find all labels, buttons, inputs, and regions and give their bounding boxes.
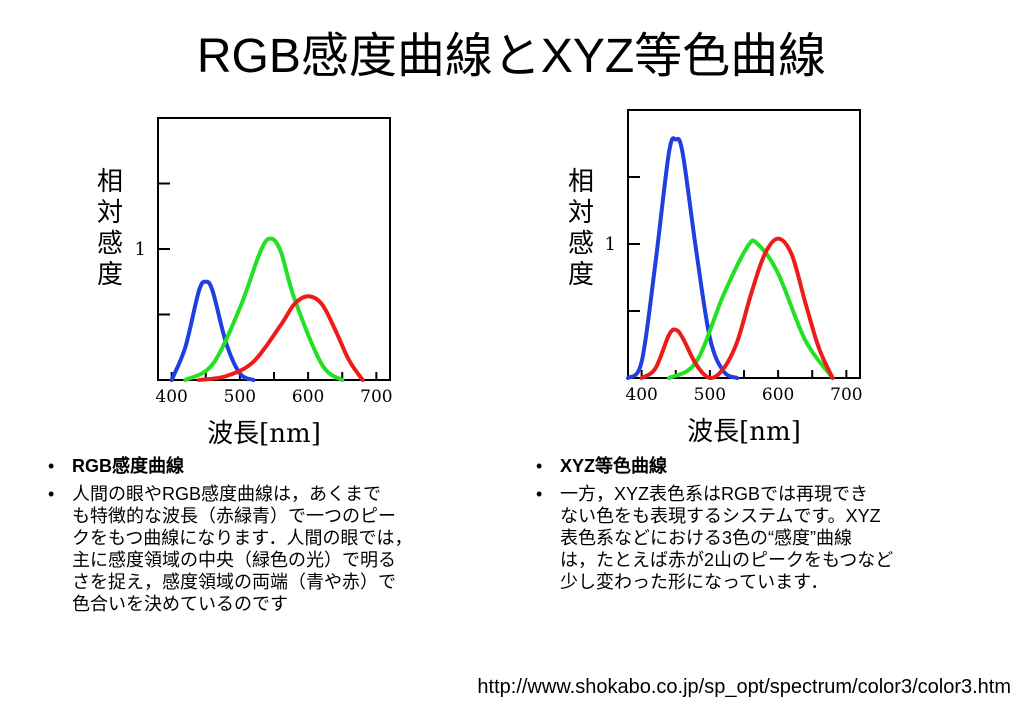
slide-title: RGB感度曲線とXYZ等色曲線 — [196, 30, 827, 83]
xyz-line: ない色をも表現するシステムです。XYZ — [560, 506, 881, 526]
bullet: • — [536, 484, 543, 504]
xyz-line: 表色系などにおける3色の“感度”曲線 — [560, 528, 852, 548]
series-line-2 — [639, 236, 835, 381]
y-axis-label-char: 相 — [568, 167, 594, 197]
series-line-0 — [626, 136, 740, 380]
xyz-heading: XYZ等色曲線 — [560, 456, 668, 476]
rgb-line: も特徴的な波長（赤緑青）で一つのピー — [72, 506, 396, 526]
rgb-line: 色合いを決めているのです — [72, 594, 288, 614]
y-tick-label: 1 — [135, 239, 146, 260]
y-axis-label-char: 度 — [97, 260, 123, 290]
y-axis-label-char: 度 — [568, 260, 594, 290]
x-tick-label: 400 — [625, 385, 657, 405]
source-url[interactable]: http://www.shokabo.co.jp/sp_opt/spectrum… — [477, 676, 1011, 698]
x-tick-label: 700 — [360, 387, 392, 407]
x-axis-label: 波長[nm] — [207, 419, 321, 449]
bullet: • — [48, 456, 55, 476]
xyz-line: 少し変わった形になっています． — [560, 572, 829, 592]
y-axis-label-char: 感 — [97, 229, 123, 259]
rgb-line: クをもつ曲線になります．人間の眼では， — [72, 528, 413, 548]
x-tick-label: 500 — [224, 387, 256, 407]
bullet: • — [48, 484, 55, 504]
bullet: • — [536, 456, 543, 476]
series-line-1 — [666, 238, 835, 380]
rgb-line: 人間の眼やRGB感度曲線は，あくまで — [72, 484, 382, 504]
xyz-description: 一方，XYZ表色系はRGBでは再現でき ない色をも表現するシステムです。XYZ … — [560, 483, 998, 593]
series-line-2 — [196, 294, 365, 382]
x-tick-label: 500 — [694, 385, 726, 405]
xyz-line: は，たとえば赤が2山のピークをもつなど — [560, 550, 894, 570]
y-axis-label-char: 対 — [568, 198, 594, 228]
rgb-description-item: • 人間の眼やRGB感度曲線は，あくまで も特徴的な波長（赤緑青）で一つのピー … — [40, 483, 490, 615]
y-tick-label: 1 — [605, 234, 616, 255]
x-tick-label: 400 — [155, 387, 187, 407]
plot-frame — [627, 109, 861, 379]
x-tick-label: 600 — [292, 387, 324, 407]
xyz-text-column: • XYZ等色曲線 • 一方，XYZ表色系はRGBでは再現でき ない色をも表現す… — [528, 455, 998, 599]
x-axis-label: 波長[nm] — [687, 417, 801, 447]
y-axis-label-char: 対 — [97, 198, 123, 228]
xyz-description-item: • 一方，XYZ表色系はRGBでは再現でき ない色をも表現するシステムです。XY… — [528, 483, 998, 593]
rgb-description: 人間の眼やRGB感度曲線は，あくまで も特徴的な波長（赤緑青）で一つのピー クを… — [72, 483, 490, 615]
xyz-heading-item: • XYZ等色曲線 — [528, 455, 998, 477]
y-axis-label-char: 感 — [568, 229, 594, 259]
rgb-text-column: • RGB感度曲線 • 人間の眼やRGB感度曲線は，あくまで も特徴的な波長（赤… — [40, 455, 490, 621]
xyz-chart: 1 400 500 600 700 相対感度波長[nm] — [555, 105, 885, 447]
plot-frame — [157, 117, 391, 381]
rgb-line: 主に感度領域の中央（緑色の光）で明る — [72, 550, 396, 570]
x-tick-label: 700 — [830, 385, 862, 405]
rgb-chart: 1 400 500 600 700 相対感度波長[nm] — [80, 110, 410, 449]
rgb-line: さを捉え，感度領域の両端（青や赤）で — [72, 572, 396, 592]
x-tick-label: 600 — [762, 385, 794, 405]
xyz-line: 一方，XYZ表色系はRGBでは再現でき — [560, 484, 869, 504]
series-line-1 — [183, 236, 345, 382]
y-axis-label-char: 相 — [97, 167, 123, 197]
rgb-heading-item: • RGB感度曲線 — [40, 455, 490, 477]
rgb-heading: RGB感度曲線 — [72, 456, 184, 476]
